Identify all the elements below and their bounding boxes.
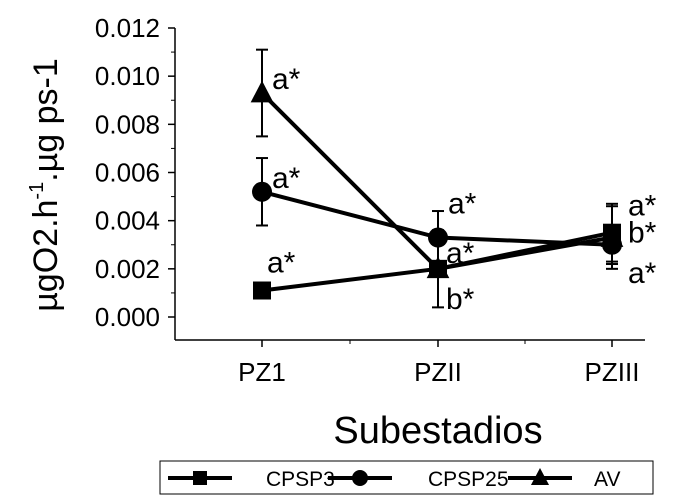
significance-label: a* [446,237,475,270]
legend-marker [352,470,368,486]
y-tick-label: 0.000 [95,302,160,332]
legend-marker [530,467,550,486]
significance-label: a* [267,247,296,280]
y-axis-label-sup: -1 [26,182,48,200]
x-tick-label: PZII [414,357,462,387]
x-axis: PZ1 PZII PZIII [175,339,645,387]
legend-label: CPSP3 [266,468,335,491]
series-AV [250,48,624,309]
legend-item-CPSP25: CPSP25 [328,468,509,491]
x-tick-label: PZ1 [238,357,286,387]
data-point [253,281,271,300]
data-point [252,181,272,202]
significance-label: a* [628,190,657,223]
y-tick-label: 0.004 [95,206,160,236]
legend-marker [193,471,207,485]
y-tick-label: 0.008 [95,109,160,139]
y-axis: 0.000 0.002 0.004 0.006 0.008 0.010 0.012 [95,13,176,340]
significance-label: a* [272,63,301,96]
legend-label: CPSP25 [428,468,509,491]
y-tick-label: 0.010 [95,61,160,91]
data-point [600,225,624,247]
y-axis-label-tail: .µg ps-1 [27,58,65,182]
data-point [250,80,274,103]
legend-box [159,460,654,495]
legend-item-CPSP3: CPSP3 [168,468,335,491]
y-axis-label-main: µgO2.h [27,200,65,312]
data-point [426,256,450,279]
y-tick-label: 0.012 [95,13,160,43]
legend-label: AV [594,468,620,491]
legend: CPSP3 CPSP25 AV [159,460,654,495]
x-tick-label: PZIII [585,357,640,387]
y-tick-label: 0.006 [95,158,160,188]
y-tick-label: 0.002 [95,254,160,284]
x-axis-label: Subestadios [333,410,542,452]
significance-label: b* [446,283,475,316]
legend-item-AV: AV [508,467,620,491]
significance-label: b* [628,217,657,250]
y-axis-label: µgO2.h-1.µg ps-1 [26,58,65,312]
significance-label: a* [272,162,301,195]
significance-label: a* [448,188,477,221]
significance-label: a* [628,257,657,290]
